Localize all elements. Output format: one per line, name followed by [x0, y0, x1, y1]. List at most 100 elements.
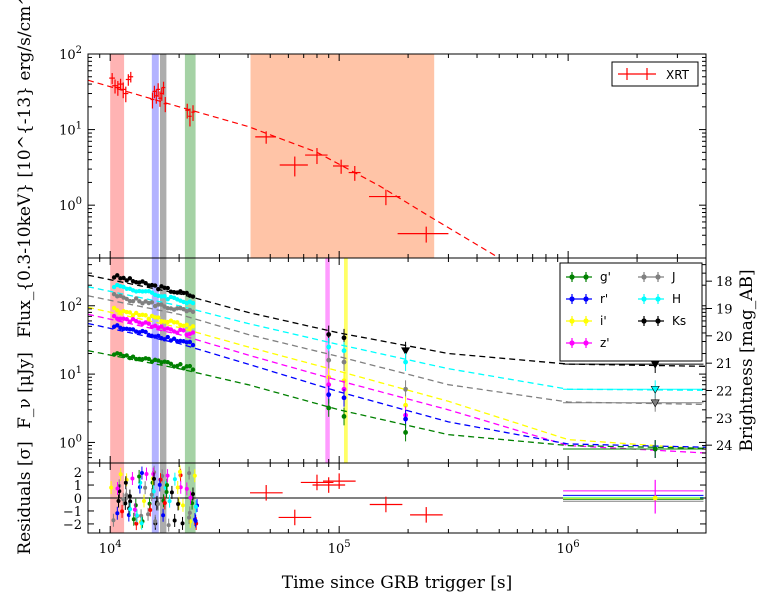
early-point: [156, 302, 161, 307]
early-point: [127, 319, 133, 324]
late-point: [341, 359, 347, 365]
early-point: [137, 356, 142, 362]
early-point: [190, 300, 196, 306]
early-point: [184, 290, 189, 296]
mid-ytick-2: 102: [59, 297, 82, 315]
early-point: [175, 330, 180, 335]
residual-point: [177, 465, 182, 479]
late-point: [341, 414, 347, 419]
early-point: [156, 315, 161, 320]
xrt-residual-2: [300, 474, 334, 491]
residual-point: [176, 497, 181, 511]
model-line-6: [87, 350, 707, 449]
residual-point: [153, 514, 158, 528]
late-point: [326, 382, 332, 388]
legend-label-1: r': [600, 292, 608, 306]
early-point: [130, 327, 136, 332]
early-point: [115, 323, 120, 328]
xrt-point-0: [109, 73, 116, 85]
late-point: [403, 402, 408, 408]
time-band-0: [110, 54, 125, 533]
bot-ylabel: Residuals [σ]: [15, 441, 35, 554]
xtick-0: 104: [99, 539, 122, 557]
early-point: [149, 290, 155, 295]
top-ytick-2: 102: [59, 45, 82, 63]
residual-point: [137, 469, 142, 483]
residual-point: [165, 469, 170, 483]
residual-point: [180, 498, 185, 512]
early-point: [149, 300, 155, 305]
time-band-6: [344, 258, 348, 463]
bot-ytick-2: 0: [74, 492, 82, 507]
xrt-point-8: [150, 92, 155, 109]
early-point: [178, 362, 183, 367]
late-point: [652, 446, 658, 452]
early-point: [190, 367, 196, 372]
early-point: [127, 298, 133, 304]
residuals-panel: [88, 465, 706, 532]
early-point: [121, 326, 126, 332]
late-point: [403, 430, 408, 435]
xrt-residual-6: [410, 507, 443, 523]
residual-point: [152, 472, 157, 486]
early-point: [159, 302, 164, 307]
residual-point: [193, 514, 198, 528]
early-point: [124, 309, 129, 315]
late-residual-point: [652, 495, 658, 501]
optical-legend-box: [559, 262, 703, 362]
residual-point: [187, 466, 192, 480]
residual-point: [192, 469, 197, 483]
late-point: [403, 416, 408, 422]
residual-point: [132, 503, 137, 517]
legend-label-4: J: [671, 270, 676, 284]
early-point: [171, 336, 177, 341]
xtick-2: 106: [557, 539, 580, 557]
legend-label-0: g': [600, 270, 611, 284]
xrt-point-7: [128, 71, 134, 83]
residual-point: [115, 506, 120, 520]
early-point: [190, 324, 196, 329]
early-point: [124, 286, 129, 291]
legend-entry-3: z': [566, 336, 610, 350]
early-point: [111, 313, 117, 319]
residual-point: [109, 481, 114, 495]
xrt-point-6: [125, 74, 131, 86]
xtick-1: 105: [328, 539, 351, 557]
legend-label-3: z': [600, 336, 610, 350]
top-ytick-0: 100: [59, 196, 82, 214]
optical-legend: g' r' i' z' JH Ks: [559, 262, 703, 362]
residual-point: [123, 496, 128, 510]
residual-point: [187, 506, 192, 520]
late-point: [326, 392, 332, 398]
early-point: [175, 338, 180, 344]
early-point: [162, 337, 167, 342]
early-point: [187, 363, 193, 369]
late-point: [341, 395, 347, 401]
early-point: [181, 306, 186, 312]
xrt-point-25: [397, 226, 449, 243]
early-point: [127, 276, 133, 281]
xrt-point-2: [115, 80, 121, 96]
late-point: [341, 348, 347, 354]
residual-point: [131, 512, 136, 526]
early-point: [146, 321, 152, 326]
early-point: [111, 291, 117, 297]
late-point: [341, 335, 347, 341]
upper-limit: [401, 347, 411, 356]
upper-limit: [650, 399, 660, 408]
xrt-point-17: [188, 108, 192, 127]
early-point: [165, 296, 170, 302]
early-point: [165, 306, 170, 311]
early-point: [146, 316, 152, 322]
xrt-point-19: [255, 131, 277, 144]
xrt-legend: XRT: [611, 61, 699, 87]
early-point: [168, 361, 174, 367]
model-line-4: [87, 313, 707, 454]
early-point: [143, 329, 148, 335]
bot-ytick-0: 2: [74, 466, 82, 481]
early-point: [175, 320, 180, 325]
residual-point: [167, 494, 172, 508]
early-point: [187, 339, 193, 345]
xrt-point-21: [305, 148, 328, 165]
series-H: [87, 282, 707, 399]
